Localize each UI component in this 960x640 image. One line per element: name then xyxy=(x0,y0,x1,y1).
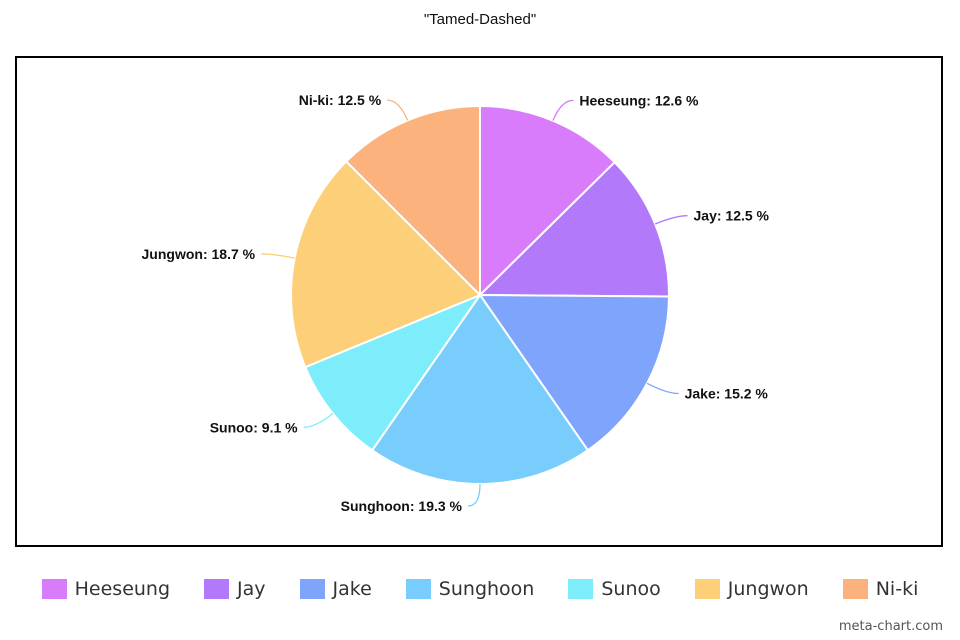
plot-area xyxy=(15,56,943,547)
legend-swatch xyxy=(204,579,230,599)
leader-line-sunoo xyxy=(303,412,334,428)
leader-line-heeseung xyxy=(552,99,574,121)
legend-swatch xyxy=(694,579,720,599)
slice-label-jay: Jay: 12.5 % xyxy=(694,208,770,224)
slice-label-ni-ki: Ni-ki: 12.5 % xyxy=(299,92,382,108)
legend-swatch xyxy=(299,579,325,599)
legend-label: Heeseung xyxy=(74,578,171,600)
legend-label: Sunghoon xyxy=(438,578,535,600)
legend-item-sunoo[interactable]: Sunoo xyxy=(568,578,661,600)
leader-line-ni-ki xyxy=(387,99,409,121)
legend-item-jay[interactable]: Jay xyxy=(204,578,266,600)
pie-slice-heeseung xyxy=(479,104,617,298)
legend-label: Jungwon xyxy=(727,578,809,600)
legend-item-jungwon[interactable]: Jungwon xyxy=(694,578,809,600)
legend-item-ni-ki[interactable]: Ni-ki xyxy=(842,578,919,600)
legend-item-jake[interactable]: Jake xyxy=(299,578,372,600)
legend-swatch xyxy=(405,579,431,599)
leader-line-sunghoon xyxy=(467,483,481,507)
pie-slice-sunghoon xyxy=(370,293,590,485)
legend-label: Jake xyxy=(332,578,372,600)
watermark: meta-chart.com xyxy=(838,619,943,634)
slice-labels: Heeseung: 12.6 % Jay: 12.5 % Jake: 15.2 % S… xyxy=(142,92,770,514)
legend-item-sunghoon[interactable]: Sunghoon xyxy=(405,578,535,600)
chart-title: "Tamed-Dashed" xyxy=(423,11,537,28)
pie-slice-jay xyxy=(477,160,670,298)
legend-swatch xyxy=(842,579,868,599)
legend-item-heeseung[interactable]: Heeseung xyxy=(41,578,171,600)
legend-swatch xyxy=(568,579,594,599)
leader-line-jungwon xyxy=(261,253,295,259)
slice-label-jake: Jake: 15.2 % xyxy=(685,386,769,402)
pie-slice-jungwon xyxy=(290,160,482,369)
legend: Heeseung Jay Jake Sunghoon Sunoo Jungwon Ni-ki xyxy=(0,578,960,600)
legend-swatch xyxy=(41,579,67,599)
slice-label-sunghoon: Sunghoon: 19.3 % xyxy=(341,498,463,514)
pie-chart: Heeseung: 12.6 % Jay: 12.5 % Jake: 15.2 % S… xyxy=(142,92,770,514)
legend-label: Jay xyxy=(237,578,266,600)
leader-line-jay xyxy=(654,215,688,225)
slice-label-jungwon: Jungwon: 18.7 % xyxy=(142,246,256,262)
pie-slice-ni-ki xyxy=(344,104,481,298)
slice-label-heeseung: Heeseung: 12.6 % xyxy=(579,92,699,108)
leader-lines xyxy=(261,99,688,507)
legend-label: Ni-ki xyxy=(875,578,919,600)
legend-label: Sunoo xyxy=(601,578,661,600)
leader-line-jake xyxy=(646,382,679,395)
slice-label-sunoo: Sunoo: 9.1 % xyxy=(210,419,298,435)
pie-slices xyxy=(290,104,670,485)
